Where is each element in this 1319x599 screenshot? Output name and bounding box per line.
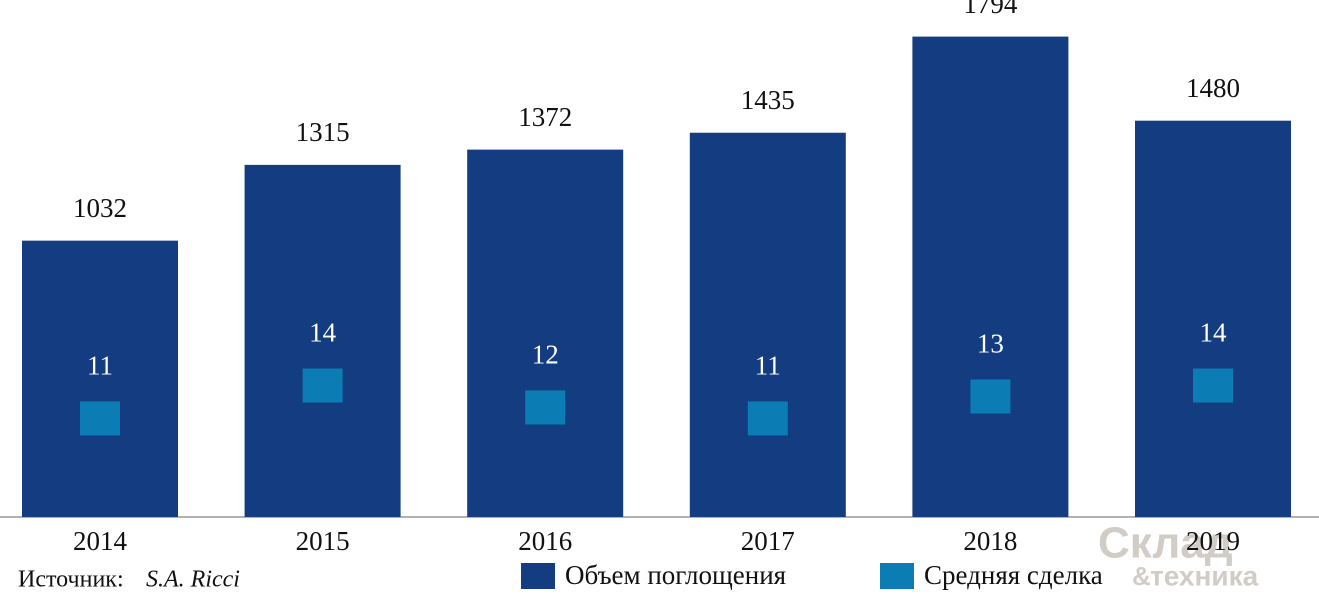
legend-swatch: [880, 563, 914, 589]
marker: [525, 390, 566, 425]
data-label: 14: [309, 318, 337, 348]
x-tick-label: 2017: [741, 526, 795, 556]
data-label: 1480: [1186, 73, 1240, 103]
x-tick-label: 2015: [296, 526, 350, 556]
bar: [1135, 120, 1291, 517]
data-label: 14: [1200, 318, 1228, 348]
data-label: 1315: [296, 117, 350, 147]
x-tick-label: 2014: [73, 526, 128, 556]
source-name: S.A. Ricci: [146, 567, 240, 593]
x-tick-label: 2016: [518, 526, 572, 556]
marker: [970, 379, 1011, 414]
bar: [22, 240, 178, 518]
data-label: 1794: [963, 0, 1018, 19]
data-label: 11: [87, 351, 113, 381]
legend-swatch: [521, 563, 555, 589]
data-label: 1435: [741, 85, 795, 115]
data-label: 1372: [518, 102, 572, 132]
data-label: 12: [532, 340, 559, 370]
legend-label: Средняя сделка: [924, 560, 1103, 590]
logo-text: &: [1132, 561, 1151, 591]
marker: [302, 368, 343, 403]
data-label: 1032: [73, 193, 127, 223]
source-label: Источник:: [18, 567, 124, 593]
bar: [244, 164, 401, 517]
logo-text: Склад: [1098, 519, 1233, 568]
data-label: 13: [977, 329, 1004, 359]
data-label: 11: [755, 351, 781, 381]
marker: [1193, 368, 1233, 403]
legend-label: Объем поглощения: [565, 560, 786, 590]
bar: [689, 132, 846, 517]
logo-text: техника: [1150, 560, 1259, 591]
bar: [912, 36, 1069, 518]
x-tick-label: 2018: [963, 526, 1017, 556]
bar: [467, 149, 624, 517]
marker: [80, 401, 120, 436]
marker: [747, 401, 788, 436]
x-tick-label: 2019: [1186, 526, 1240, 556]
